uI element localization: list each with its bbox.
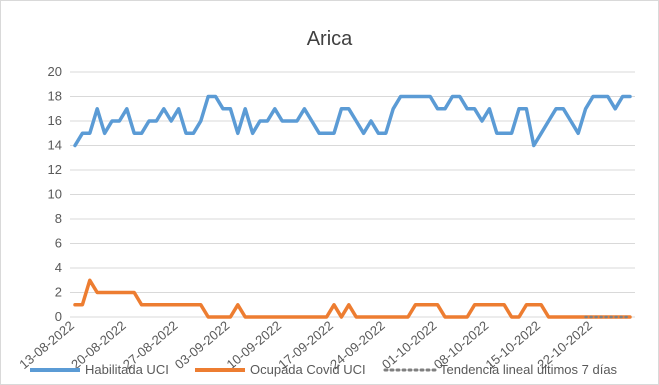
y-tick-label: 2 [55, 285, 62, 300]
legend-label: Habilitada UCI [85, 362, 169, 377]
y-tick-label: 18 [48, 89, 62, 104]
y-tick-label: 14 [48, 138, 62, 153]
y-tick-label: 0 [55, 309, 62, 324]
x-tick-label: 03-09-2022 [172, 318, 233, 372]
y-tick-label: 20 [48, 64, 62, 79]
chart-title: Arica [306, 28, 353, 50]
x-tick-label: 01-10-2022 [379, 318, 440, 372]
y-tick-label: 6 [55, 236, 62, 251]
series-line-1 [73, 278, 632, 319]
series-line-0 [73, 94, 632, 148]
y-tick-label: 8 [55, 211, 62, 226]
y-tick-label: 12 [48, 162, 62, 177]
x-tick-label: 13-08-2022 [16, 318, 77, 372]
y-tick-label: 10 [48, 187, 62, 202]
y-tick-label: 16 [48, 113, 62, 128]
y-tick-label: 4 [55, 260, 62, 275]
legend-label: Ocupada Covid UCI [250, 362, 366, 377]
legend-label: Tendencia lineal últimos 7 días [440, 362, 618, 377]
